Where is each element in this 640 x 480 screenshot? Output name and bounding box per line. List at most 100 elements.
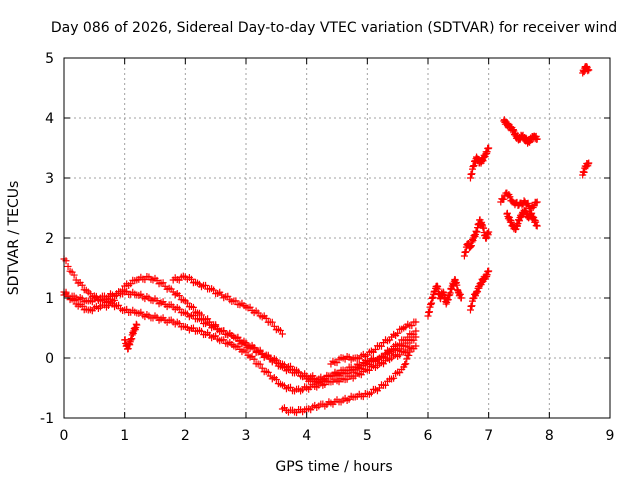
series-track-14 [500,116,541,147]
data-point [220,336,228,344]
series-track-12 [497,189,541,212]
series-track-13 [503,206,541,234]
data-point [212,321,220,329]
data-point [405,351,413,359]
data-point [371,346,379,354]
data-point [412,342,420,350]
data-point [278,330,286,338]
data-point [250,343,258,351]
series-track-6 [327,318,420,368]
y-tick-label: 5 [45,51,54,67]
data-point [256,360,264,368]
data-point [268,318,276,326]
data-point [403,355,411,363]
data-point [70,271,78,279]
data-point [506,193,514,201]
data-point [457,294,465,302]
data-point [533,222,541,230]
x-tick-label: 1 [120,428,129,444]
data-point [406,348,414,356]
data-point [485,267,493,275]
x-tick-label: 4 [302,428,311,444]
series-track-7 [121,320,141,353]
data-point [220,327,228,335]
series-track-15 [579,159,593,179]
x-tick-label: 0 [60,428,69,444]
data-point [183,299,191,307]
data-point [119,286,127,294]
data-point [394,329,402,337]
y-tick-label: 1 [45,291,54,307]
data-point [232,297,240,305]
data-point [78,281,86,289]
data-point [382,381,390,389]
data-point [402,360,410,368]
y-tick-label: 2 [45,231,54,247]
x-tick-label: 2 [181,428,190,444]
data-point [396,351,404,359]
data-point [365,366,373,374]
data-point [333,359,341,367]
data-point [111,296,119,304]
data-point [295,368,303,376]
data-point [286,383,294,391]
series-track-9 [460,216,493,260]
x-axis-label: GPS time / hours [275,459,392,475]
x-tick-label: 5 [363,428,372,444]
ticks-layer: 0 1 2 3 4 5 6 7 8 9 -1 0 1 2 3 4 5 [40,51,614,444]
data-point [286,362,294,370]
y-tick-label: 0 [45,351,54,367]
data-point [412,318,420,326]
data-point [133,321,141,329]
y-tick-label: 3 [45,171,54,187]
data-point [412,333,420,341]
data-point [524,199,532,207]
data-point [485,228,493,236]
data-point [533,198,541,206]
series-track-2 [60,255,420,387]
data-point [272,376,280,384]
data-point [92,292,100,300]
data-point [210,286,218,294]
data-point [585,66,593,74]
data-point [390,374,398,382]
data-point [367,389,375,397]
data-point [258,364,266,372]
data-point [500,195,508,203]
data-point [585,159,593,167]
data-point [529,204,537,212]
data-point [113,292,121,300]
marks-layer [60,62,593,417]
x-tick-label: 3 [242,428,251,444]
data-point [175,305,183,313]
series-track-11 [466,144,493,182]
x-tick-label: 7 [484,428,493,444]
x-tick-label: 6 [424,428,433,444]
data-point [532,199,540,207]
data-point [377,342,385,350]
y-axis-label: SDTVAR / TECUs [6,181,22,296]
series-track-10 [466,267,493,314]
data-point [485,144,493,152]
series-track-4 [169,272,286,338]
data-point [262,314,270,322]
data-point [202,281,210,289]
y-tick-label: -1 [40,411,54,427]
series-track-3 [60,288,420,395]
data-point [250,355,258,363]
data-point [264,368,272,376]
data-point [276,326,284,334]
series-track-8 [424,275,465,320]
data-point [412,327,420,335]
series-track-16 [579,62,593,77]
data-point [224,292,232,300]
data-point [189,303,197,311]
data-point [159,279,167,287]
data-point [115,301,123,309]
data-point [533,135,541,143]
data-point [272,356,280,364]
data-point [401,361,409,369]
data-point [175,292,183,300]
y-tick-label: 4 [45,111,54,127]
